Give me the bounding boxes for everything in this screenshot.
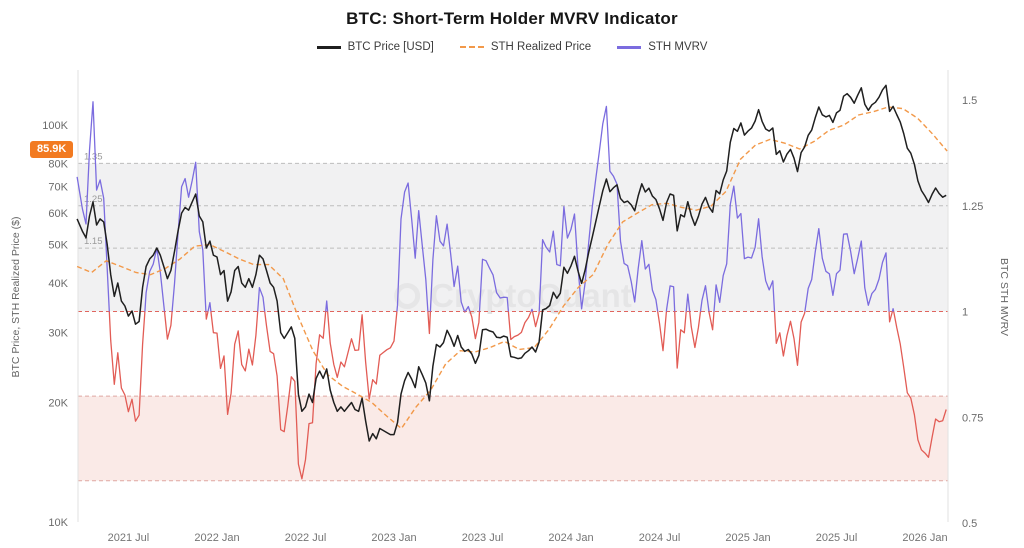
chart-title: BTC: Short-Term Holder MVRV Indicator	[346, 9, 678, 28]
mvrv-bands	[78, 163, 948, 481]
svg-text:10K: 10K	[48, 517, 68, 529]
svg-text:1.35: 1.35	[84, 151, 103, 162]
sth-mvrv-swatch	[617, 45, 642, 49]
svg-text:80K: 80K	[48, 159, 68, 171]
legend-label-sth-realized-price: STH Realized Price	[490, 41, 592, 53]
legend-item-btc-price[interactable]: BTC Price [USD]	[316, 41, 434, 53]
svg-text:100K: 100K	[42, 120, 68, 132]
svg-text:1: 1	[962, 307, 968, 319]
svg-text:1.25: 1.25	[84, 194, 103, 205]
legend-label-btc-price: BTC Price [USD]	[347, 41, 434, 53]
mvrv-level-lines: 1.35 1.25 1.15	[78, 151, 948, 482]
svg-text:30K: 30K	[48, 328, 68, 340]
btc-price-line	[76, 84, 947, 442]
svg-text:2023 Jul: 2023 Jul	[462, 532, 504, 544]
svg-text:50K: 50K	[48, 240, 68, 252]
sth-realized-price-swatch	[459, 46, 484, 48]
right-axis-ticks: 1.5 1.25 1 0.75 0.5	[962, 95, 983, 530]
svg-text:2026 Jan: 2026 Jan	[902, 532, 947, 544]
svg-text:60K: 60K	[48, 208, 68, 220]
svg-text:1.5: 1.5	[962, 95, 977, 107]
legend-item-sth-mvrv[interactable]: STH MVRV	[617, 41, 707, 53]
svg-text:2025 Jul: 2025 Jul	[816, 532, 858, 544]
left-axis-ticks: 100K 80K 70K 60K 50K 40K 30K 20K 10K	[42, 120, 68, 529]
svg-text:2021 Jul: 2021 Jul	[108, 532, 150, 544]
svg-text:2022 Jul: 2022 Jul	[285, 532, 327, 544]
svg-text:2025 Jan: 2025 Jan	[725, 532, 770, 544]
sth-realized-price-line	[76, 106, 948, 430]
price-badge: 85.9K	[30, 141, 74, 158]
svg-text:2024 Jul: 2024 Jul	[639, 532, 681, 544]
svg-text:0.75: 0.75	[962, 412, 983, 424]
legend-label-sth-mvrv: STH MVRV	[648, 41, 708, 53]
svg-text:70K: 70K	[48, 182, 68, 194]
svg-text:2024 Jan: 2024 Jan	[548, 532, 593, 544]
btc-price-swatch	[316, 45, 341, 49]
svg-text:40K: 40K	[48, 278, 68, 290]
chart-legend: BTC Price [USD] STH Realized Price STH M…	[0, 41, 1024, 53]
svg-text:1.15: 1.15	[84, 236, 103, 247]
svg-text:2022 Jan: 2022 Jan	[194, 532, 239, 544]
svg-text:0.5: 0.5	[962, 518, 977, 530]
x-axis-ticks: 2021 Jul 2022 Jan 2022 Jul 2023 Jan 2023 Jul…	[108, 532, 948, 544]
svg-text:1.25: 1.25	[962, 201, 983, 213]
svg-text:2023 Jan: 2023 Jan	[371, 532, 416, 544]
svg-text:20K: 20K	[48, 398, 68, 410]
legend-item-sth-realized-price[interactable]: STH Realized Price	[459, 41, 592, 53]
